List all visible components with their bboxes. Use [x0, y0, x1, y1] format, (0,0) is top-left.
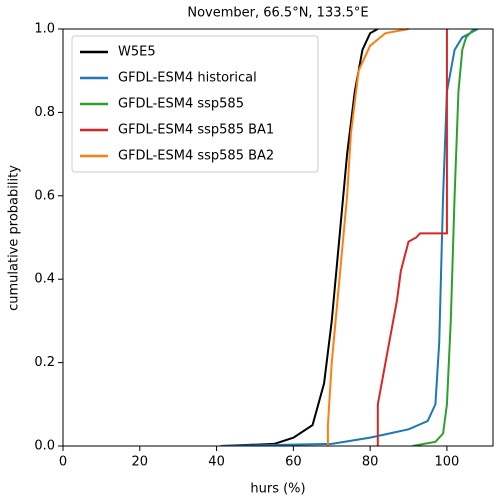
data-line: [220, 28, 379, 446]
x-tick-label: 60: [285, 455, 302, 470]
x-axis-label: hurs (%): [250, 482, 305, 497]
x-tick-label: 40: [208, 455, 225, 470]
legend-box: [71, 35, 319, 173]
y-axis-label: cumulative probability: [7, 165, 22, 311]
y-tick-label: 1.0: [34, 22, 55, 37]
y-tick-label: 0.4: [34, 272, 55, 287]
data-line: [412, 28, 475, 446]
chart-title: November, 66.5°N, 133.5°E: [187, 6, 368, 21]
x-tick-label: 100: [435, 455, 460, 470]
x-tick-label: 0: [59, 455, 67, 470]
data-line: [220, 28, 479, 446]
data-line: [376, 29, 448, 446]
y-tick-label: 0.2: [34, 355, 55, 370]
legend-label: GFDL-ESM4 ssp585 BA1: [118, 123, 274, 138]
legend-label: GFDL-ESM4 ssp585 BA2: [118, 149, 274, 164]
y-tick-label: 0.6: [34, 188, 55, 203]
x-tick-label: 80: [362, 455, 379, 470]
y-tick-label: 0.8: [34, 105, 55, 120]
plot-frame: [62, 28, 494, 447]
legend-label: GFDL-ESM4 ssp585: [118, 97, 244, 112]
x-tick-label: 20: [132, 455, 149, 470]
y-tick-label: 0.0: [34, 439, 55, 454]
legend-label: GFDL-ESM4 historical: [118, 71, 257, 86]
legend-label: W5E5: [118, 45, 156, 60]
data-line: [326, 28, 409, 446]
